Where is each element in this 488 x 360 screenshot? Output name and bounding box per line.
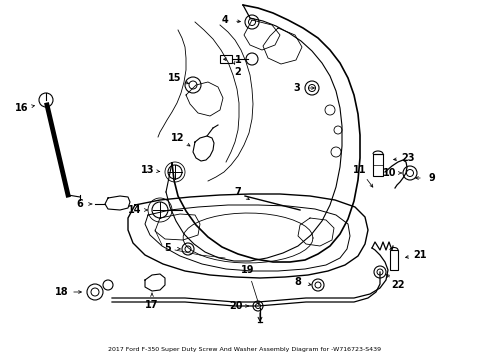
Text: 2017 Ford F-350 Super Duty Screw And Washer Assembly Diagram for -W716723-S439: 2017 Ford F-350 Super Duty Screw And Was…	[108, 347, 380, 352]
Text: 6: 6	[77, 199, 83, 209]
Text: 5: 5	[164, 243, 171, 253]
Text: 15: 15	[168, 73, 182, 83]
Text: 13: 13	[141, 165, 154, 175]
Bar	[389, 250, 397, 270]
Text: 21: 21	[412, 250, 426, 260]
Bar	[372, 154, 382, 176]
Text: 17: 17	[145, 300, 159, 310]
Text: 12: 12	[171, 133, 184, 143]
Text: 10: 10	[383, 168, 396, 178]
Text: 7: 7	[234, 187, 241, 197]
Text: 9: 9	[428, 173, 434, 183]
Text: 2: 2	[234, 67, 241, 77]
Text: 18: 18	[55, 287, 69, 297]
Text: 16: 16	[15, 103, 29, 113]
Text: 14: 14	[128, 205, 142, 215]
Text: 3: 3	[293, 83, 300, 93]
Text: 22: 22	[390, 280, 404, 290]
Text: 19: 19	[241, 265, 254, 275]
Text: 1: 1	[234, 55, 241, 65]
Bar	[220, 55, 231, 63]
Text: 4: 4	[221, 15, 228, 25]
Text: 23: 23	[401, 153, 414, 163]
Text: 20: 20	[229, 301, 242, 311]
Text: 8: 8	[294, 277, 301, 287]
Text: 11: 11	[352, 165, 366, 175]
